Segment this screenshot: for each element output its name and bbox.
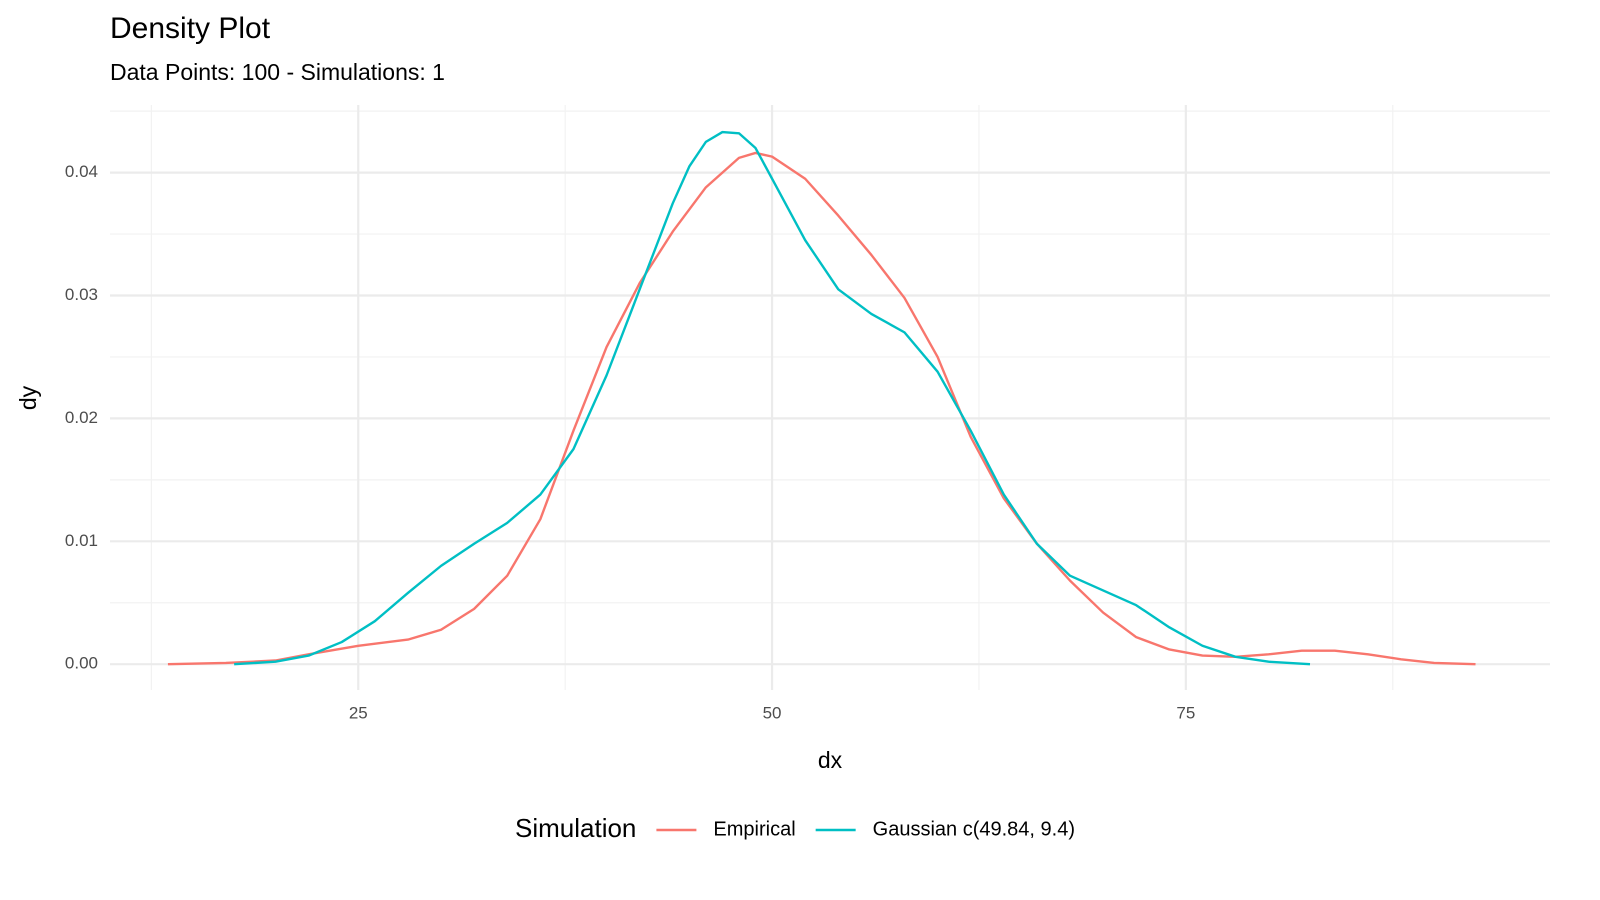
y-tick-label: 0.02 <box>65 408 98 427</box>
chart-title: Density Plot <box>110 12 271 45</box>
legend-title: Simulation <box>515 813 636 843</box>
chart-subtitle: Data Points: 100 - Simulations: 1 <box>110 59 445 85</box>
density-line <box>234 130 1311 666</box>
grid <box>110 105 1550 690</box>
y-tick-label: 0.01 <box>65 531 98 550</box>
legend-label: Gaussian c(49.84, 9.4) <box>873 818 1075 840</box>
y-tick-label: 0.00 <box>65 654 98 673</box>
y-tick-label: 0.03 <box>65 285 98 304</box>
y-tick-label: 0.04 <box>65 162 98 181</box>
density-line <box>167 151 1476 666</box>
x-tick-label: 50 <box>763 703 782 722</box>
x-tick-label: 75 <box>1176 703 1195 722</box>
y-axis-label: dy <box>15 385 41 410</box>
x-axis-label: dx <box>818 747 843 773</box>
legend-label: Empirical <box>713 818 795 840</box>
x-tick-label: 25 <box>349 703 368 722</box>
